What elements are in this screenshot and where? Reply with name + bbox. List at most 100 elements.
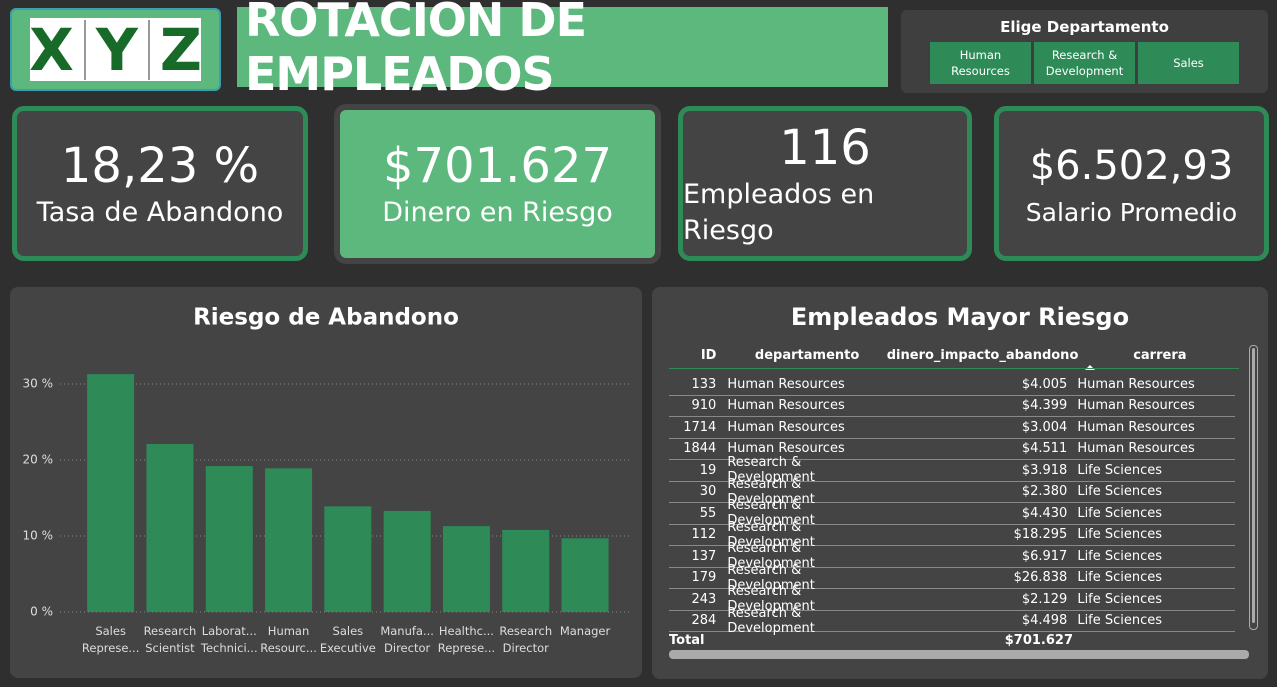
table-cell: $26.838 xyxy=(1013,570,1068,586)
table-cell: $4.511 xyxy=(1021,441,1068,457)
kpi-value: $701.627 xyxy=(382,138,613,194)
table-cell: Human Resources xyxy=(1077,419,1195,435)
table-cell: Research & Development xyxy=(727,498,815,529)
table-cell: 19 xyxy=(699,462,717,478)
bar xyxy=(502,529,550,612)
x-tick-label: Manager xyxy=(559,624,611,638)
x-tick-label: Human Resourc... xyxy=(260,624,317,655)
table-cell: Research & Development xyxy=(727,541,815,572)
chart-panel: Riesgo de Abandono 0 % 10 % 20 % 30 % Sales… xyxy=(10,287,642,678)
table-cell: $3.004 xyxy=(1021,419,1068,435)
table-cell: $3.918 xyxy=(1021,462,1068,478)
table-cell: Life Sciences xyxy=(1077,548,1163,564)
kpi-card: $6.502,93 Salario Promedio xyxy=(994,106,1269,261)
bar xyxy=(324,506,372,612)
table-row: 1844 Human Resources $4.511 Human Resources xyxy=(669,439,1235,460)
table-cell: Human Resources xyxy=(1077,441,1195,457)
table-cell: 55 xyxy=(699,505,717,521)
logo-letter: Z xyxy=(147,19,212,80)
table-header: ID departamento dinero_impacto_abandono car… xyxy=(669,343,1239,369)
table-cell: 243 xyxy=(691,591,717,607)
table-cell: 179 xyxy=(691,570,717,586)
logo-letter: Y xyxy=(83,19,148,80)
table-cell: 910 xyxy=(691,398,717,414)
table-row: 30 Research & Development $2.380 Life Scien… xyxy=(669,477,1235,507)
slicer-option[interactable]: Human Resources xyxy=(930,42,1031,84)
kpi-value: 116 xyxy=(779,119,871,176)
table-cell: $4.005 xyxy=(1021,376,1068,392)
table-row: 133 Human Resources $4.005 Human Resources xyxy=(669,374,1235,396)
table-cell: Life Sciences xyxy=(1077,484,1163,500)
kpi-card: 116 Empleados en Riesgo xyxy=(678,106,972,261)
table-row: 1714 Human Resources $3.004 Human Resources xyxy=(669,417,1235,439)
bar xyxy=(87,374,135,612)
kpi-card: 18,23 % Tasa de Abandono xyxy=(12,106,308,261)
table-cell: Human Resources xyxy=(1077,376,1195,392)
table-cell: Human Resources xyxy=(727,441,845,457)
table-panel: Empleados Mayor Riesgo ID departamento din… xyxy=(652,287,1268,679)
table-cell: Research & Development xyxy=(727,605,815,636)
table-row: 179 Research & Development $26.838 Life Sci… xyxy=(669,563,1235,593)
chart-title: Riesgo de Abandono xyxy=(193,305,459,331)
bar xyxy=(265,468,313,612)
bar xyxy=(146,444,194,612)
scrollbar xyxy=(669,650,1249,659)
kpi-label: Salario Promedio xyxy=(1025,197,1238,227)
bar xyxy=(561,538,609,612)
slicer-option[interactable]: Sales xyxy=(1138,42,1239,84)
total-value: $701.627 xyxy=(1004,633,1073,649)
table-row: 112 Research & Development $18.295 Life Sci… xyxy=(669,520,1235,550)
table-cell: Life Sciences xyxy=(1077,527,1163,543)
table-cell: $4.430 xyxy=(1021,505,1068,521)
table-cell: 1714 xyxy=(683,419,717,435)
table-cell: Research & Development xyxy=(727,562,815,593)
table-cell: 112 xyxy=(691,527,717,543)
column-header[interactable]: carrera xyxy=(1133,348,1187,363)
x-tick-label: Research Scientist xyxy=(143,624,197,655)
column-header[interactable]: departamento xyxy=(754,348,860,363)
y-tick-label: 0 % xyxy=(30,605,53,619)
chart: Riesgo de Abandono 0 % 10 % 20 % 30 % xyxy=(23,305,632,619)
column-header[interactable]: dinero_impacto_abandono xyxy=(886,348,1079,363)
table-cell: Life Sciences xyxy=(1077,505,1163,521)
table-row: 19 Research & Development $3.918 Life Scien… xyxy=(669,455,1235,485)
table-cell: Human Resources xyxy=(727,419,845,435)
table-cell: Research & Development xyxy=(727,584,815,615)
kpi-label: Tasa de Abandono xyxy=(36,196,284,228)
table-row: 55 Research & Development $4.430 Life Scien… xyxy=(669,498,1235,528)
y-tick-label: 10 % xyxy=(23,529,54,543)
table-cell: 30 xyxy=(699,484,717,500)
x-tick-label: Sales Represe... xyxy=(81,624,140,655)
kpi-value: $6.502,93 xyxy=(1029,142,1234,189)
table-cell: Research & Development xyxy=(727,455,815,486)
table-cell: Research & Development xyxy=(727,519,815,550)
kpi-card: $701.627 Dinero en Riesgo xyxy=(334,104,661,264)
table-cell: $18.295 xyxy=(1013,527,1068,543)
slicer-option[interactable]: Research & Development xyxy=(1034,42,1135,84)
bar xyxy=(383,510,431,612)
kpi-label: Empleados en Riesgo xyxy=(683,178,875,246)
table-cell: Human Resources xyxy=(727,398,845,414)
table-cell: Research & Development xyxy=(727,476,815,507)
table-cell: $6.917 xyxy=(1021,548,1068,564)
slicer-title: Elige Departamento xyxy=(1000,18,1169,36)
table-cell: 284 xyxy=(691,613,717,629)
table-cell: $2.129 xyxy=(1021,591,1068,607)
column-header[interactable]: ID xyxy=(700,348,717,363)
x-tick-label: Healthc... Represe... xyxy=(437,624,496,655)
table-cell: Human Resources xyxy=(727,376,845,392)
y-tick-label: 20 % xyxy=(23,453,54,467)
slicer: Elige Departamento Human Resources Resear… xyxy=(901,10,1268,93)
table-row: 284 Research & Development $4.498 Life Scie… xyxy=(669,606,1235,636)
kpi-label: Dinero en Riesgo xyxy=(382,197,613,228)
slicer-options: Human Resources Research & Development Sal… xyxy=(901,42,1268,84)
x-tick-label: Manufa... Director xyxy=(380,624,434,655)
table-title: Empleados Mayor Riesgo xyxy=(790,303,1130,331)
table-cell: Human Resources xyxy=(1077,398,1195,414)
bar xyxy=(442,526,490,612)
table-cell: 133 xyxy=(691,376,717,392)
table-cell: Life Sciences xyxy=(1077,591,1163,607)
total-label: Total xyxy=(669,633,705,649)
